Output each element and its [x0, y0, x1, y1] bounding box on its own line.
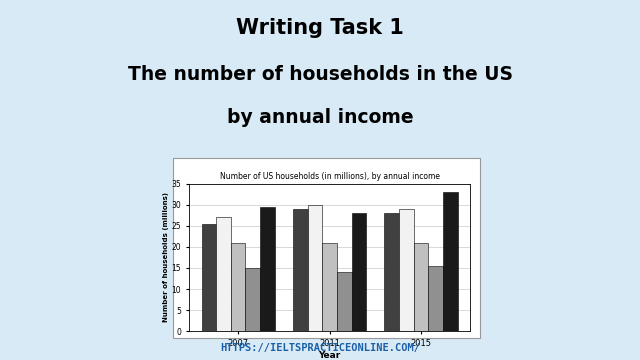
Title: Number of US households (in millions), by annual income: Number of US households (in millions), b…: [220, 172, 440, 181]
Bar: [308, 205, 323, 331]
Bar: [323, 243, 337, 331]
Text: Writing Task 1: Writing Task 1: [236, 18, 404, 38]
Bar: [231, 243, 246, 331]
Bar: [216, 217, 231, 331]
Bar: [337, 272, 351, 331]
Bar: [293, 209, 308, 331]
Bar: [351, 213, 366, 331]
Bar: [399, 209, 413, 331]
Bar: [260, 207, 275, 331]
Bar: [202, 224, 216, 331]
Text: The number of households in the US: The number of households in the US: [127, 65, 513, 84]
Bar: [443, 192, 458, 331]
Bar: [385, 213, 399, 331]
Bar: [246, 268, 260, 331]
Y-axis label: Number of households (millions): Number of households (millions): [163, 192, 168, 323]
Bar: [428, 266, 443, 331]
Text: HTTPS://IELTSPRACTICEONLINE.COM/: HTTPS://IELTSPRACTICEONLINE.COM/: [220, 343, 420, 353]
Text: by annual income: by annual income: [227, 108, 413, 127]
X-axis label: Year: Year: [319, 351, 340, 360]
Bar: [413, 243, 428, 331]
